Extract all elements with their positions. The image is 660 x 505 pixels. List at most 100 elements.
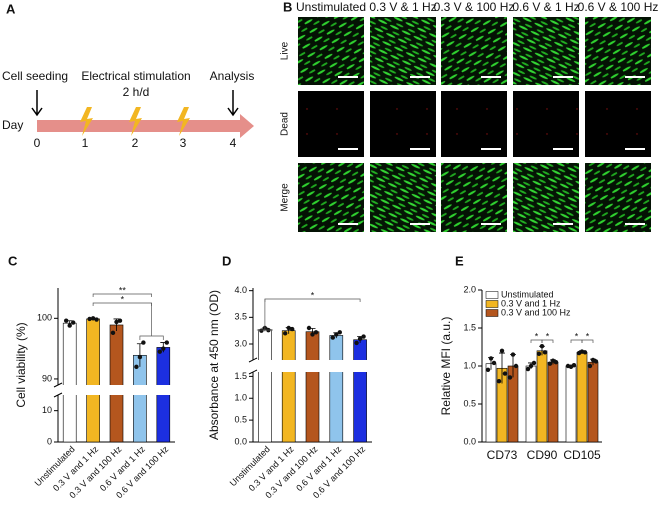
replicate-point (313, 330, 319, 335)
replicate-point (502, 371, 508, 376)
bracket (264, 298, 361, 302)
legend-label: Unstimulated (501, 289, 554, 299)
y-tick-label: 4.0 (234, 285, 247, 295)
replicate-point (87, 316, 92, 322)
bar (281, 330, 296, 443)
bar (547, 361, 559, 443)
y-tick-label: 0.0 (463, 436, 476, 446)
replicate-point (290, 326, 295, 332)
panel-letter: A (6, 1, 16, 16)
replicate-point (547, 361, 553, 366)
replicate-point (582, 350, 588, 355)
micrograph (441, 17, 507, 85)
arrow (31, 90, 43, 117)
panel-letter: E (455, 253, 464, 268)
legend-swatch (485, 300, 499, 308)
significance: * (121, 294, 125, 304)
x-tick-label: CD105 (563, 448, 601, 462)
significance: * (575, 331, 579, 341)
replicate-point (71, 320, 76, 325)
x-tick-label: CD73 (487, 448, 518, 462)
micrograph (513, 17, 579, 85)
replicate-point (361, 334, 366, 339)
replicate-point (496, 379, 502, 384)
axis-break (247, 360, 374, 372)
micrograph (585, 91, 651, 157)
bar (485, 363, 497, 443)
significance: * (535, 331, 539, 341)
replicate-point (571, 363, 577, 368)
error-bar (499, 352, 505, 384)
y-axis-label: Absorbance at 450 nm (OD) (207, 290, 221, 440)
label: Day (2, 118, 23, 132)
replicate-point (286, 325, 291, 331)
row-label: Dead (280, 112, 291, 136)
replicate-point (117, 318, 123, 323)
replicate-point (513, 363, 519, 369)
bar (329, 335, 344, 443)
bar (258, 329, 272, 443)
bar (587, 361, 599, 443)
replicate-point (539, 344, 545, 349)
micrograph (441, 91, 507, 157)
replicate-point (137, 354, 143, 360)
replicate-point (63, 318, 69, 323)
replicate-point (354, 340, 359, 346)
replicate-point (141, 340, 146, 345)
y-tick-label: 100 (37, 313, 52, 323)
replicate-point (553, 360, 559, 365)
column-header: 0.6 V & 1 Hz (512, 0, 579, 14)
day-label: 3 (180, 136, 187, 150)
column-header: 0.3 V & 100 Hz (434, 0, 515, 14)
label: Cell seeding (2, 69, 68, 83)
y-tick-label: 1.5 (463, 322, 476, 332)
row-label: Live (280, 41, 291, 60)
bracket (92, 302, 152, 306)
replicate-point (542, 350, 548, 355)
bar (62, 322, 77, 443)
label: 2 h/d (123, 85, 150, 99)
micrograph (370, 17, 436, 85)
replicate-point (525, 366, 531, 372)
significance: * (586, 331, 590, 341)
legend-swatch (485, 291, 499, 299)
replicate-point (67, 323, 72, 328)
y-axis-label: Relative MFI (a.u.) (439, 317, 453, 416)
panel-letter: B (283, 0, 292, 14)
legend-swatch (485, 309, 499, 317)
micrograph (298, 91, 364, 157)
replicate-point (334, 332, 339, 337)
lightning (177, 107, 190, 136)
panel-letter: C (8, 253, 18, 268)
replicate-point (164, 340, 169, 345)
micrograph (513, 91, 579, 157)
y-tick-label: 2.0 (463, 284, 476, 294)
lightning (129, 107, 142, 136)
significance: * (311, 290, 315, 300)
label: Analysis (210, 69, 255, 83)
replicate-point (507, 375, 513, 380)
replicate-point (531, 360, 537, 366)
axis-break (52, 385, 177, 395)
replicate-point (485, 367, 491, 372)
replicate-point (259, 328, 264, 333)
replicate-point (94, 317, 99, 322)
legend-label: 0.3 V and 1 Hz (501, 298, 561, 308)
row-label: Merge (280, 183, 291, 212)
label: Electrical stimulation (81, 69, 190, 83)
micrograph (513, 163, 579, 232)
replicate-point (330, 335, 335, 340)
replicate-point (134, 364, 139, 370)
bar (353, 339, 367, 443)
day-label: 0 (34, 136, 41, 150)
day-label: 2 (132, 136, 139, 150)
column-header: Unstimulated (296, 0, 366, 14)
y-tick-label: 0 (47, 436, 52, 446)
micrograph (298, 163, 364, 232)
column-header: 0.6 V & 100 Hz (578, 0, 659, 14)
bar (525, 365, 537, 443)
replicate-point (90, 316, 96, 321)
y-tick-label: 10 (42, 405, 52, 415)
break-mark (248, 357, 258, 375)
